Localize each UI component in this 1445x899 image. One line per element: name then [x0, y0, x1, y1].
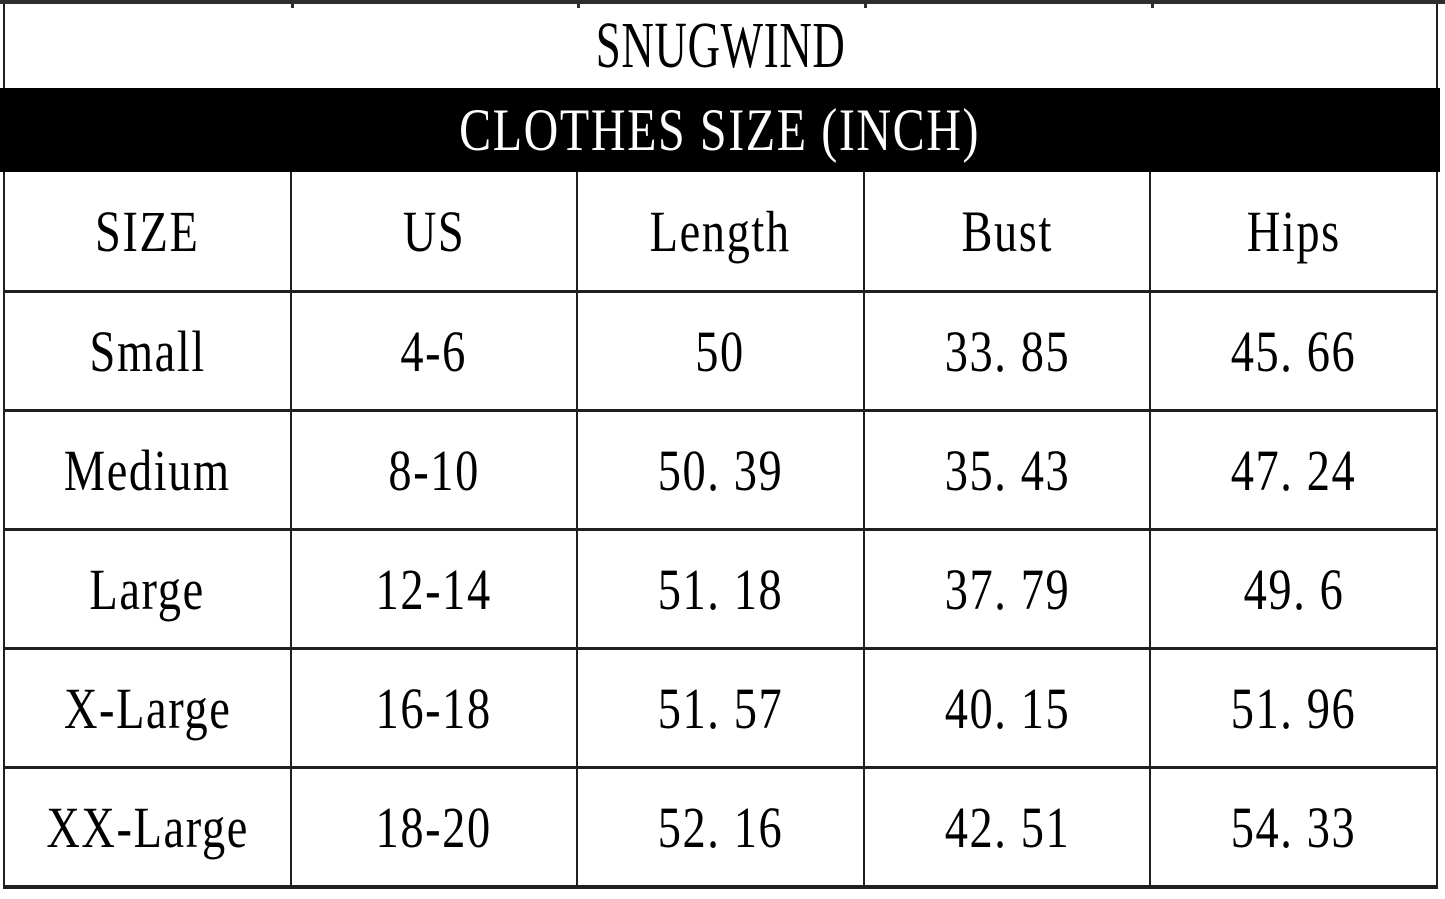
cell-text: 52. 16	[657, 794, 784, 860]
cell-text: 33. 85	[944, 318, 1070, 384]
cell-text: 51. 18	[657, 556, 784, 622]
bust-cell: 33. 85	[862, 291, 1152, 412]
chart-title: CLOTHES SIZE (INCH)	[459, 96, 981, 163]
cell-text: 50. 39	[657, 437, 784, 503]
header-label: SIZE	[95, 198, 200, 264]
cell-text: Medium	[63, 437, 231, 503]
header-label: Length	[649, 198, 791, 264]
table-row-x-large: X-Large 16-18 51. 57 40. 15 51. 96	[3, 648, 1438, 769]
size-cell: Small	[3, 291, 292, 412]
bust-cell: 37. 79	[862, 529, 1152, 650]
size-cell: Large	[3, 529, 292, 650]
column-header-size: SIZE	[3, 172, 292, 293]
cell-text: 49. 6	[1243, 556, 1345, 622]
table-row-xx-large: XX-Large 18-20 52. 16 42. 51 54. 33	[3, 767, 1438, 889]
column-header-hips: Hips	[1149, 172, 1438, 293]
table-row-medium: Medium 8-10 50. 39 35. 43 47. 24	[3, 410, 1438, 531]
cell-text: 12-14	[375, 556, 493, 622]
cell-text: 42. 51	[944, 794, 1070, 860]
cell-text: 8-10	[388, 437, 480, 503]
us-cell: 4-6	[289, 291, 579, 412]
bust-cell: 40. 15	[862, 648, 1152, 769]
cell-text: 4-6	[400, 318, 468, 384]
size-cell: Medium	[3, 410, 292, 531]
size-cell: XX-Large	[3, 767, 292, 889]
brand-header: SNUGWIND	[3, 4, 1438, 88]
column-line-artifact	[864, 0, 867, 8]
cell-text: 54. 33	[1230, 794, 1357, 860]
bust-cell: 42. 51	[862, 767, 1152, 889]
header-label: Bust	[961, 198, 1053, 264]
cell-text: 37. 79	[944, 556, 1070, 622]
chart-title-banner: CLOTHES SIZE (INCH)	[0, 88, 1440, 172]
table-row-large: Large 12-14 51. 18 37. 79 49. 6	[3, 529, 1438, 650]
hips-cell: 49. 6	[1149, 529, 1438, 650]
size-table: SIZE US Length Bust Hips Small 4-6 50 33…	[3, 172, 1438, 889]
brand-name: SNUGWIND	[595, 9, 846, 82]
cell-text: 35. 43	[944, 437, 1070, 503]
bust-cell: 35. 43	[862, 410, 1152, 531]
size-cell: X-Large	[3, 648, 292, 769]
length-cell: 51. 57	[576, 648, 865, 769]
header-label: Hips	[1246, 198, 1341, 264]
length-cell: 51. 18	[576, 529, 865, 650]
hips-cell: 45. 66	[1149, 291, 1438, 412]
us-cell: 8-10	[289, 410, 579, 531]
cell-text: 51. 57	[657, 675, 784, 741]
top-border-line	[0, 0, 1445, 4]
cell-text: Large	[89, 556, 205, 622]
length-cell: 52. 16	[576, 767, 865, 889]
us-cell: 18-20	[289, 767, 579, 889]
column-line-artifact	[1151, 0, 1154, 8]
cell-text: 16-18	[375, 675, 493, 741]
cell-text: 40. 15	[944, 675, 1070, 741]
cell-text: 47. 24	[1230, 437, 1357, 503]
us-cell: 16-18	[289, 648, 579, 769]
hips-cell: 47. 24	[1149, 410, 1438, 531]
length-cell: 50	[576, 291, 865, 412]
header-row: SIZE US Length Bust Hips	[3, 172, 1438, 293]
column-header-bust: Bust	[862, 172, 1152, 293]
column-line-artifact	[577, 0, 580, 8]
length-cell: 50. 39	[576, 410, 865, 531]
cell-text: 51. 96	[1230, 675, 1357, 741]
cell-text: 50	[695, 318, 746, 384]
column-header-us: US	[289, 172, 579, 293]
hips-cell: 54. 33	[1149, 767, 1438, 889]
header-label: US	[402, 198, 466, 264]
cell-text: 18-20	[375, 794, 493, 860]
cell-text: X-Large	[63, 675, 232, 741]
us-cell: 12-14	[289, 529, 579, 650]
cell-text: Small	[89, 318, 206, 384]
hips-cell: 51. 96	[1149, 648, 1438, 769]
cell-text: XX-Large	[45, 794, 249, 860]
column-line-artifact	[291, 0, 294, 8]
table-row-small: Small 4-6 50 33. 85 45. 66	[3, 291, 1438, 412]
column-header-length: Length	[576, 172, 865, 293]
cell-text: 45. 66	[1230, 318, 1357, 384]
